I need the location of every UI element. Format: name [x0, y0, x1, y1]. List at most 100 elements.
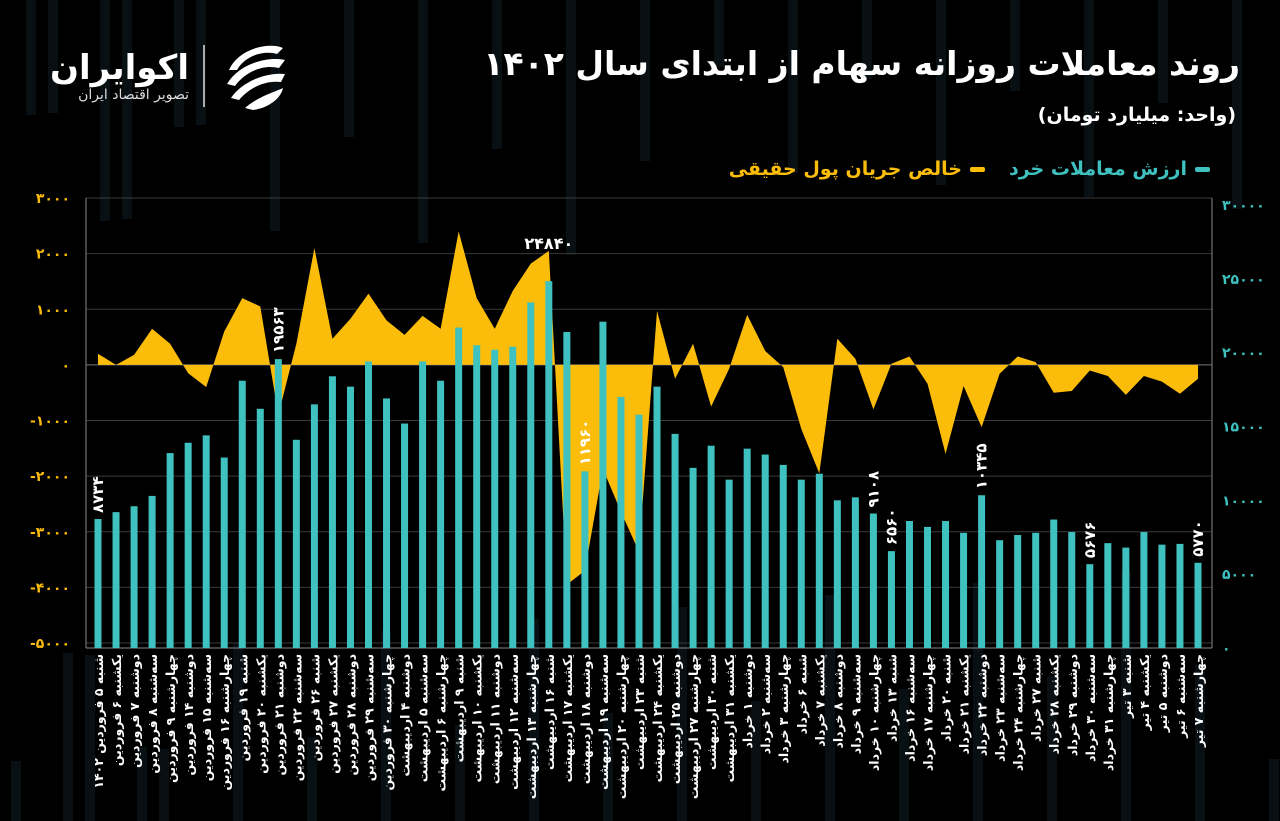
x-tick-label: شنبه ۹ اردیبهشت — [452, 654, 467, 762]
x-tick-label: شنبه ۲۳ اردیبهشت — [632, 654, 647, 770]
background-stripe — [603, 713, 613, 821]
bar — [1176, 543, 1184, 648]
legend-item-bars: ارزش معاملات خرد — [1009, 158, 1210, 180]
x-tick-label: شنبه ۵ فروردین ۱۴۰۲ — [91, 654, 106, 789]
x-tick-label: شنبه ۱۶ اردیبهشت — [542, 654, 557, 770]
bar — [1140, 532, 1148, 648]
x-tick-label: یکشنبه ۱۷ اردیبهشت — [560, 654, 575, 782]
bar — [1122, 547, 1130, 648]
background-stripe — [455, 725, 465, 821]
x-tick-label: سه‌شنبه ۲۳ خرداد — [993, 654, 1008, 762]
x-tick-label: سه‌شنبه ۱۵ فروردین — [199, 654, 214, 781]
x-tick-label: چهارشنبه ۱۳ اردیبهشت — [524, 654, 539, 799]
bar — [635, 414, 643, 648]
background-stripe — [100, 0, 110, 221]
logo-text: اکوایران تصویر اقتصاد ایران — [50, 49, 189, 103]
background-stripe — [492, 0, 502, 149]
logo-name: اکوایران — [50, 48, 189, 88]
x-tick-label: سه‌شنبه ۲۹ فروردین — [361, 654, 376, 781]
x-tick-label: دوشنبه ۱ خرداد — [740, 654, 755, 749]
background-stripe — [788, 0, 798, 173]
bar — [274, 359, 282, 648]
x-tick-label: دوشنبه ۲۲ خرداد — [975, 654, 990, 756]
x-tick-label: سه‌شنبه ۱۶ خرداد — [902, 654, 917, 762]
background-stripe — [1195, 665, 1205, 821]
background-stripe — [640, 0, 650, 161]
bar — [563, 331, 571, 648]
background-stripe — [1269, 759, 1279, 821]
bar — [310, 404, 318, 648]
x-tick-label: دوشنبه ۴ اردیبهشت — [398, 654, 413, 777]
x-tick-label: شنبه ۶ خرداد — [794, 654, 809, 734]
background-stripe — [307, 737, 317, 821]
bar — [238, 380, 246, 648]
x-tick-label: یکشنبه ۷ خرداد — [812, 654, 827, 747]
bar — [1086, 564, 1094, 648]
x-tick-label: سه‌شنبه ۸ فروردین — [145, 654, 160, 774]
x-tick-label: یکشنبه ۲۴ اردیبهشت — [650, 654, 665, 782]
background-stripe — [1121, 571, 1131, 821]
x-tick-label: سه‌شنبه ۱۹ اردیبهشت — [596, 654, 611, 790]
x-tick-label: سه‌شنبه ۶ تیر — [1173, 654, 1188, 739]
data-label: ۵۶۷۶ — [1081, 522, 1099, 559]
legend: ارزش معاملات خرد خالص جریان پول حقیقی — [715, 158, 1210, 180]
bar — [924, 526, 932, 648]
x-tick-label: چهارشنبه ۷ تیر — [1191, 654, 1206, 748]
left-tick-label: ۳۰۰۰ — [36, 191, 70, 207]
x-tick-label: یکشنبه ۱۰ اردیبهشت — [470, 654, 485, 782]
legend-swatch-bars — [1195, 166, 1210, 172]
background-stripe — [174, 0, 184, 127]
x-tick-label: دوشنبه ۲۹ خرداد — [1065, 654, 1080, 756]
legend-swatch-area — [969, 166, 985, 172]
right-tick-label: ۱۰۰۰۰ — [1222, 493, 1265, 509]
bar — [725, 479, 733, 648]
background-stripe — [344, 0, 354, 137]
right-tick-label: ۰ — [1222, 641, 1231, 657]
bar — [617, 396, 625, 648]
x-tick-label: چهارشنبه ۹ فروردین — [163, 654, 178, 783]
x-tick-label: شنبه ۱۳ خرداد — [884, 654, 899, 742]
x-tick-label: چهارشنبه ۲۷ اردیبهشت — [686, 654, 701, 799]
chart-title: روند معاملات روزانه سهام از ابتدای سال ۱… — [483, 44, 1240, 83]
bar — [761, 454, 769, 648]
left-tick-label: ۲۰۰۰ — [36, 247, 70, 263]
bar — [545, 281, 553, 648]
background-stripe — [973, 583, 983, 821]
x-tick-label: سه‌شنبه ۳۰ خرداد — [1083, 654, 1098, 762]
background-stripe — [899, 689, 909, 821]
bar — [779, 464, 787, 648]
bar — [599, 321, 607, 648]
background-stripe — [122, 0, 132, 219]
x-tick-label: چهارشنبه ۲۴ خرداد — [1011, 654, 1026, 771]
legend-label-bars: ارزش معاملات خرد — [1008, 158, 1187, 180]
background-stripe — [137, 747, 147, 821]
x-tick-label: سه‌شنبه ۱۲ اردیبهشت — [506, 654, 521, 790]
background-stripe — [529, 619, 539, 821]
x-tick-label: شنبه ۳۰ اردیبهشت — [704, 654, 719, 770]
x-tick-label: شنبه ۱۹ فروردین — [235, 654, 250, 761]
bar — [346, 386, 354, 648]
x-tick-label: چهارشنبه ۱۶ فروردین — [217, 654, 232, 791]
x-tick-label: دوشنبه ۱۸ اردیبهشت — [578, 654, 593, 784]
bar — [689, 467, 697, 648]
bar — [491, 349, 499, 648]
left-tick-label: -۵۰۰۰ — [30, 636, 70, 652]
bar — [509, 346, 517, 648]
bar — [1068, 532, 1076, 648]
x-tick-label: یکشنبه ۶ فروردین — [109, 654, 124, 766]
bar — [1104, 543, 1112, 648]
left-tick-label: ۱۰۰۰ — [36, 302, 70, 318]
data-label: ۱۱۹۶۰ — [576, 420, 594, 466]
bar — [364, 361, 372, 648]
bar — [815, 473, 823, 648]
data-label: ۲۴۸۴۰ — [524, 234, 573, 253]
data-label: ۶۵۶۰ — [882, 509, 900, 546]
background-stripe — [862, 0, 872, 79]
legend-label-area: خالص جریان پول حقیقی — [728, 158, 962, 180]
background-stripe — [714, 0, 724, 67]
bar — [401, 423, 409, 648]
bar — [797, 479, 805, 648]
x-tick-label: یکشنبه ۲۱ خرداد — [957, 654, 972, 754]
background-stripe — [1232, 0, 1242, 209]
